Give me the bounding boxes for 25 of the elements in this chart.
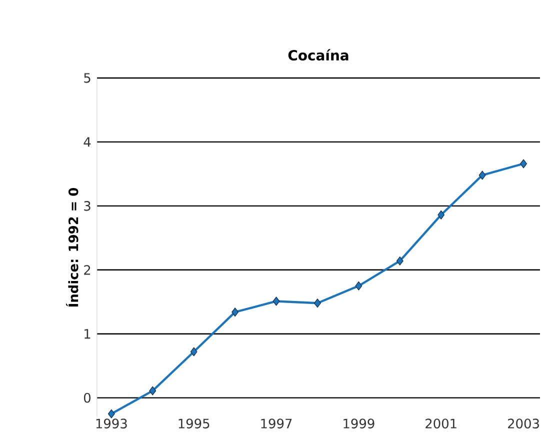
x-tick-label: 1999	[344, 418, 374, 428]
point	[190, 347, 198, 356]
point	[355, 281, 362, 290]
point	[438, 210, 445, 220]
y-tick-label: 0	[84, 392, 90, 403]
y-tick-label: 4	[84, 137, 91, 147]
point	[232, 308, 238, 317]
y-tick-label: 2	[84, 265, 90, 275]
point	[520, 159, 527, 168]
point	[478, 170, 486, 180]
y-axis-title: Índice: 1992 = 0	[66, 188, 78, 306]
y-tick-label: 3	[84, 201, 90, 211]
y-tick-label: 5	[84, 73, 90, 83]
y-tick-label: 1	[84, 329, 90, 339]
point	[149, 386, 156, 396]
point	[314, 298, 321, 308]
point	[108, 409, 115, 418]
x-tick-label: 2003	[508, 418, 539, 428]
x-tick-label: 1993	[96, 418, 127, 428]
x-tick-label: 1997	[261, 418, 292, 428]
point	[272, 296, 280, 306]
x-tick-label: 1995	[178, 418, 210, 428]
chart-title: Cocaína	[288, 49, 348, 61]
x-tick-label: 2001	[426, 418, 456, 428]
point	[396, 256, 404, 266]
